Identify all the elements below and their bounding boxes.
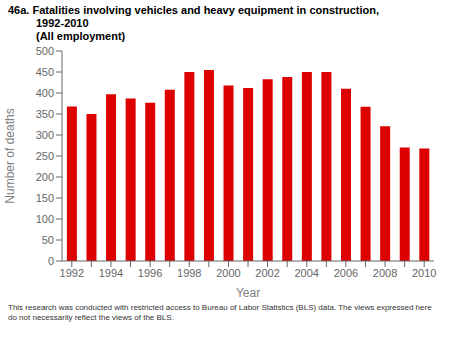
svg-text:1994: 1994 <box>99 267 123 279</box>
svg-text:Year: Year <box>236 286 260 300</box>
svg-text:400: 400 <box>36 87 54 99</box>
html-text:(All employment): (All employment) <box>36 30 126 42</box>
svg-text:450: 450 <box>36 66 54 78</box>
svg-text:2010: 2010 <box>412 267 436 279</box>
svg-text:100: 100 <box>36 213 54 225</box>
svg-text:150: 150 <box>36 192 54 204</box>
svg-text:350: 350 <box>36 108 54 120</box>
svg-text:1998: 1998 <box>177 267 201 279</box>
svg-text:2006: 2006 <box>334 267 358 279</box>
html-text:1992-2010: 1992-2010 <box>36 17 89 29</box>
svg-text:Number of deaths: Number of deaths <box>8 108 17 203</box>
svg-text:1992: 1992 <box>60 267 84 279</box>
svg-text:2002: 2002 <box>255 267 279 279</box>
svg-text:0: 0 <box>48 255 54 267</box>
svg-text:500: 500 <box>36 45 54 57</box>
svg-text:2008: 2008 <box>373 267 397 279</box>
svg-text:250: 250 <box>36 150 54 162</box>
svg-text:1996: 1996 <box>138 267 162 279</box>
html-text:46a. Fatalities involving vehi: 46a. Fatalities involving vehicles and h… <box>8 4 379 16</box>
svg-text:50: 50 <box>42 234 54 246</box>
svg-text:2000: 2000 <box>216 267 240 279</box>
svg-text:300: 300 <box>36 129 54 141</box>
svg-text:200: 200 <box>36 171 54 183</box>
html-text:This research was conducted wi: This research was conducted with restric… <box>8 303 432 322</box>
svg-text:2004: 2004 <box>294 267 318 279</box>
